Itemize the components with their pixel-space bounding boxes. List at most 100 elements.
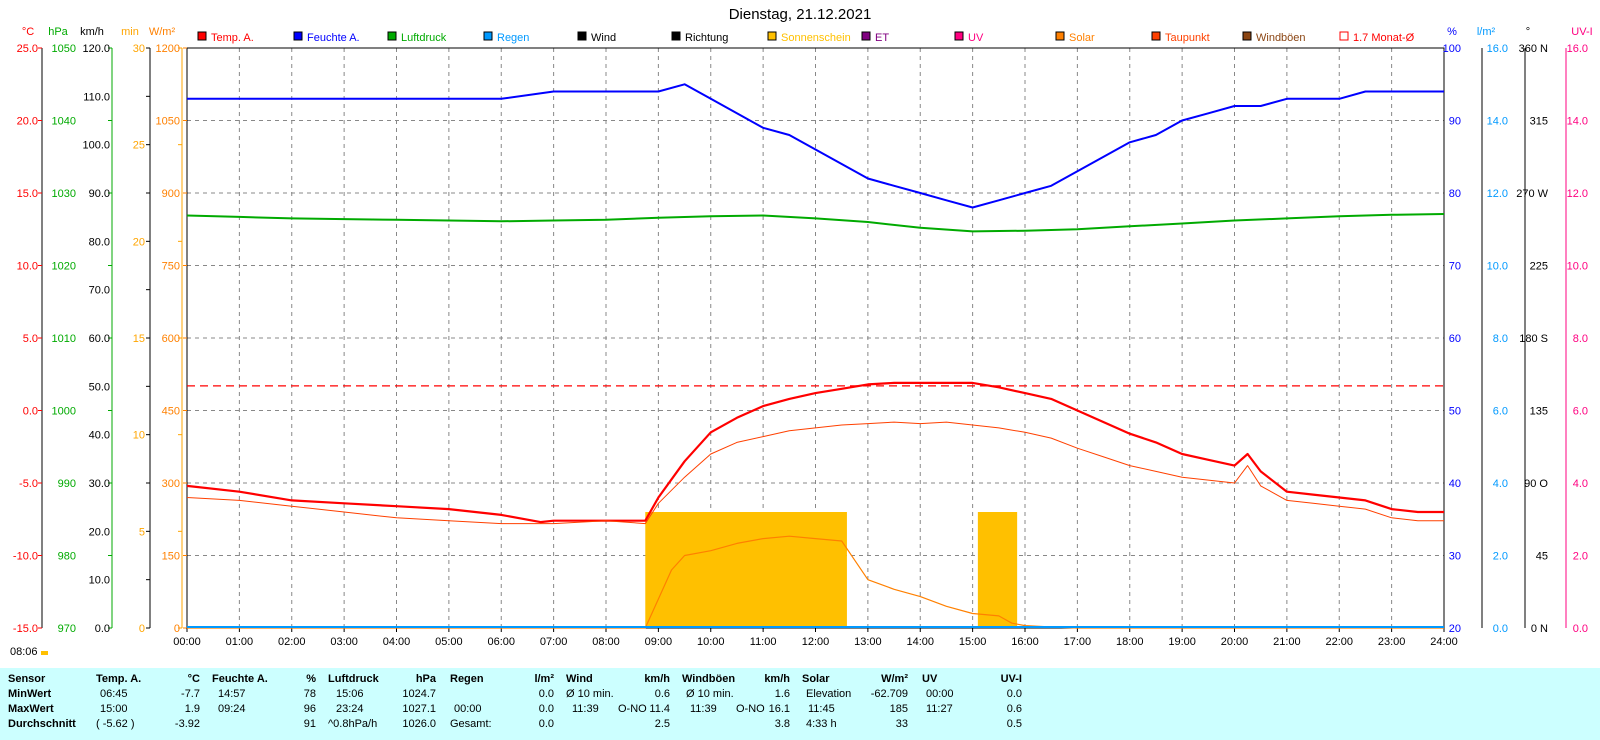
series-line-0 (186, 381, 1444, 524)
tick-left-4: 600 (162, 333, 180, 345)
tick-right-2: 360 N (1519, 43, 1548, 55)
tick-right-1: 10.0 (1487, 261, 1508, 273)
rain-max: 0.0 (538, 703, 554, 715)
uv-avg: 0.5 (1006, 718, 1022, 730)
tick-right-2: 315 (1530, 116, 1548, 128)
tick-right-0: 70 (1449, 261, 1461, 273)
weather-chart: Dienstag, 21.12.2021 Temp. A. Feuchte A. L… (10, 6, 1593, 658)
humidity-time-max: 09:24 (218, 703, 246, 715)
tick-right-2: 225 (1530, 261, 1548, 273)
tick-left-0: -10.0 (13, 551, 38, 563)
tick-left-1: 990 (58, 478, 76, 490)
tick-left-2: 20.0 (89, 526, 110, 538)
tick-right-1: 14.0 (1487, 116, 1508, 128)
tick-left-2: 120.0 (82, 43, 110, 55)
wind-min-label: Ø 10 min. (566, 688, 614, 700)
tick-right-3: 16.0 (1567, 43, 1588, 55)
tick-left-4: 0 (174, 623, 180, 635)
axis-unit-left-1: hPa (48, 26, 68, 38)
tick-left-1: 1010 (52, 333, 76, 345)
tick-right-2: 135 (1530, 406, 1548, 418)
tick-left-4: 900 (162, 188, 180, 200)
uv-min: 0.0 (1006, 688, 1022, 700)
tick-left-3: 20 (133, 236, 145, 248)
x-tick-label: 19:00 (1168, 636, 1196, 648)
axis-unit-right-3: UV-I (1571, 26, 1592, 38)
tick-left-1: 1030 (52, 188, 76, 200)
tick-right-3: 0.0 (1573, 623, 1588, 635)
humidity-header: Feuchte A. (212, 673, 268, 685)
gusts-min-label: Ø 10 min. (686, 688, 734, 700)
x-tick-label: 18:00 (1116, 636, 1144, 648)
pressure-avg: 1026.0 (402, 718, 436, 730)
tick-left-4: 300 (162, 478, 180, 490)
legend-swatch-0 (197, 31, 207, 41)
x-tick-label: 06:00 (487, 636, 515, 648)
legend-label-9: Solar (1069, 32, 1095, 44)
gusts-header: Windböen (682, 673, 736, 685)
series-line-4 (187, 535, 1444, 629)
legend-swatch-10 (1151, 31, 1161, 41)
x-tick-label: 15:00 (959, 636, 987, 648)
legend-swatch-9 (1055, 31, 1065, 41)
legend-swatch-3 (483, 31, 493, 41)
rain-total-label: Gesamt: (450, 718, 492, 730)
x-tick-label: 08:00 (592, 636, 620, 648)
sensor-header: Sensor (8, 673, 46, 685)
axis-unit-left-2: km/h (80, 26, 104, 38)
uv-time-min: 00:00 (926, 688, 954, 700)
legend-label-7: ET (875, 32, 889, 44)
legend-swatch-8 (954, 31, 964, 41)
tick-right-2: 180 S (1519, 333, 1548, 345)
tick-left-3: 5 (139, 526, 145, 538)
uv-header: UV (922, 673, 938, 685)
tick-left-2: 80.0 (89, 236, 110, 248)
wind-min: 0.6 (654, 688, 670, 700)
humidity-max: 96 (303, 703, 316, 715)
x-tick-label: 21:00 (1273, 636, 1301, 648)
humidity-avg: 91 (303, 718, 316, 730)
tick-left-4: 1050 (156, 116, 180, 128)
legend-swatch-2 (387, 31, 397, 41)
wind-unit: km/h (644, 673, 670, 685)
legend-swatch-6 (767, 31, 777, 41)
sunshine-block-0 (645, 512, 847, 628)
tick-right-0: 30 (1449, 551, 1461, 563)
wind-header: Wind (566, 673, 593, 685)
x-tick-label: 17:00 (1064, 636, 1092, 648)
solar-min: -62.709 (870, 688, 908, 700)
series-line-3 (186, 213, 1445, 233)
temp-avg: -3.92 (174, 718, 200, 730)
x-tick-label: 02:00 (278, 636, 306, 648)
summary-table: Sensor MinWert MaxWert Durchschnitt Temp… (0, 668, 1600, 740)
x-tick-label: 10:00 (697, 636, 725, 648)
legend-swatch-7 (861, 31, 871, 41)
x-tick-label: 09:00 (645, 636, 673, 648)
x-tick-label: 03:00 (330, 636, 358, 648)
x-tick-label: 24:00 (1430, 636, 1458, 648)
x-tick-label: 16:00 (1011, 636, 1039, 648)
temp-avg-extra: ( -5.62 ) (96, 718, 135, 730)
gusts-time-max: 11:39 (690, 703, 717, 715)
tick-right-0: 20 (1449, 623, 1461, 635)
tick-left-0: -15.0 (13, 623, 38, 635)
legend-label-6: Sonnenschein (781, 32, 851, 44)
tick-left-0: 10.0 (17, 261, 38, 273)
tick-right-1: 0.0 (1493, 623, 1508, 635)
humidity-unit: % (306, 673, 316, 685)
uv-time-max: 11:27 (926, 703, 953, 715)
tick-right-2: 90 O (1524, 478, 1548, 490)
tick-left-3: 10 (133, 430, 145, 442)
tick-right-1: 2.0 (1493, 551, 1508, 563)
tick-left-2: 10.0 (89, 575, 110, 587)
temp-header: Temp. A. (96, 673, 142, 685)
x-tick-label: 07:00 (540, 636, 568, 648)
x-tick-label: 23:00 (1378, 636, 1406, 648)
tick-left-2: 40.0 (89, 430, 110, 442)
tick-left-1: 980 (58, 551, 76, 563)
tick-right-1: 16.0 (1487, 43, 1508, 55)
sunrise-time: 08:06 (10, 646, 38, 658)
tick-right-2: 45 (1536, 551, 1548, 563)
wind-avg: 2.5 (654, 718, 670, 730)
tick-left-2: 60.0 (89, 333, 110, 345)
